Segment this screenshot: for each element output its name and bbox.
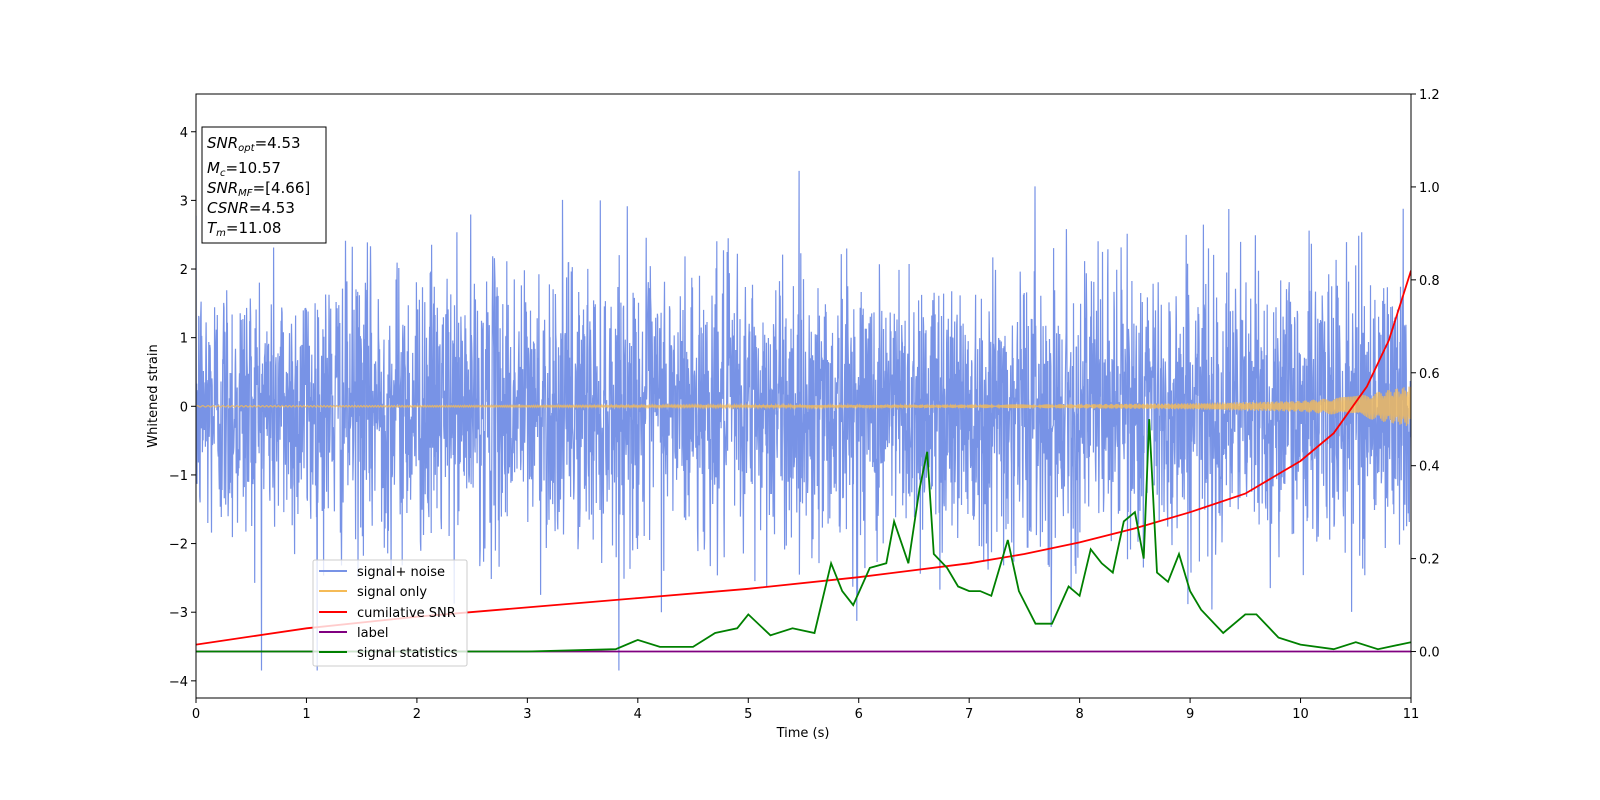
- x-tick-label: 9: [1186, 707, 1194, 722]
- x-tick-label: 8: [1075, 707, 1083, 722]
- series-signal-only: [196, 386, 1411, 427]
- y-tick-label: −2: [169, 538, 188, 553]
- x-axis: 0 1 2 3 4 5 6 7 8 9 10 11: [192, 698, 1419, 722]
- x-tick-label: 1: [302, 707, 310, 722]
- stat-snr-mf: SNRMF=[4.66]: [207, 179, 310, 199]
- y-axis-left: 4 3 2 1 0 −1 −2 −3 −4: [169, 126, 196, 690]
- x-tick-label: 6: [855, 707, 863, 722]
- y2-tick-label: 0.0: [1419, 646, 1440, 661]
- stat-mc: Mc=10.57: [207, 159, 281, 179]
- legend-item-label: label: [319, 626, 388, 641]
- x-tick-label: 10: [1292, 707, 1309, 722]
- plot-frame: [195, 93, 1412, 699]
- legend-item-cumulative-snr: cumilative SNR: [319, 606, 456, 621]
- y-axis-right: 0.0 0.2 0.4 0.6 0.8 1.0 1.2: [1411, 88, 1440, 661]
- y-tick-label: 0: [180, 400, 188, 415]
- y2-tick-label: 0.4: [1419, 460, 1440, 475]
- stats-box: SNRopt=4.53 Mc=10.57 SNRMF=[4.66] CSNR=4…: [201, 126, 327, 244]
- svg-text:label: label: [357, 626, 388, 641]
- stat-csnr: CSNR=4.53: [207, 199, 295, 217]
- series-cumulative-snr: [196, 270, 1411, 646]
- y-tick-label: 4: [180, 126, 188, 141]
- y-tick-label: 2: [180, 263, 188, 278]
- y2-tick-label: 1.2: [1419, 88, 1440, 103]
- legend-item-signal-statistics: signal statistics: [319, 646, 458, 661]
- y-axis-label: Whitened strain: [146, 344, 161, 447]
- x-tick-label: 4: [634, 707, 642, 722]
- y2-tick-label: 0.8: [1419, 274, 1440, 289]
- svg-text:cumilative SNR: cumilative SNR: [357, 606, 456, 621]
- y-tick-label: 3: [180, 194, 188, 209]
- y2-tick-label: 0.2: [1419, 553, 1440, 568]
- series-signal-statistics: [196, 419, 1411, 653]
- stat-snr-opt: SNRopt=4.53: [207, 134, 301, 154]
- x-tick-label: 7: [965, 707, 973, 722]
- y2-tick-label: 1.0: [1419, 181, 1440, 196]
- stat-tm: Tm=11.08: [207, 219, 281, 239]
- x-tick-label: 2: [413, 707, 421, 722]
- y-tick-label: −4: [169, 675, 188, 690]
- legend-item-signal-noise: signal+ noise: [319, 565, 445, 580]
- x-tick-label: 3: [523, 707, 531, 722]
- x-tick-label: 5: [744, 707, 752, 722]
- x-tick-label: 11: [1403, 707, 1420, 722]
- svg-text:signal statistics: signal statistics: [357, 646, 458, 661]
- series-signal-noise: [196, 170, 1411, 671]
- legend-item-signal-only: signal only: [319, 585, 427, 600]
- y-tick-label: −1: [169, 469, 188, 484]
- y-tick-label: 1: [180, 332, 188, 347]
- legend: signal+ noise signal only cumilative SNR…: [312, 559, 468, 667]
- y-tick-label: −3: [169, 606, 188, 621]
- x-tick-label: 0: [192, 707, 200, 722]
- svg-text:signal only: signal only: [357, 585, 427, 600]
- y2-tick-label: 0.6: [1419, 367, 1440, 382]
- svg-text:signal+ noise: signal+ noise: [357, 565, 445, 580]
- x-axis-label: Time (s): [776, 726, 830, 741]
